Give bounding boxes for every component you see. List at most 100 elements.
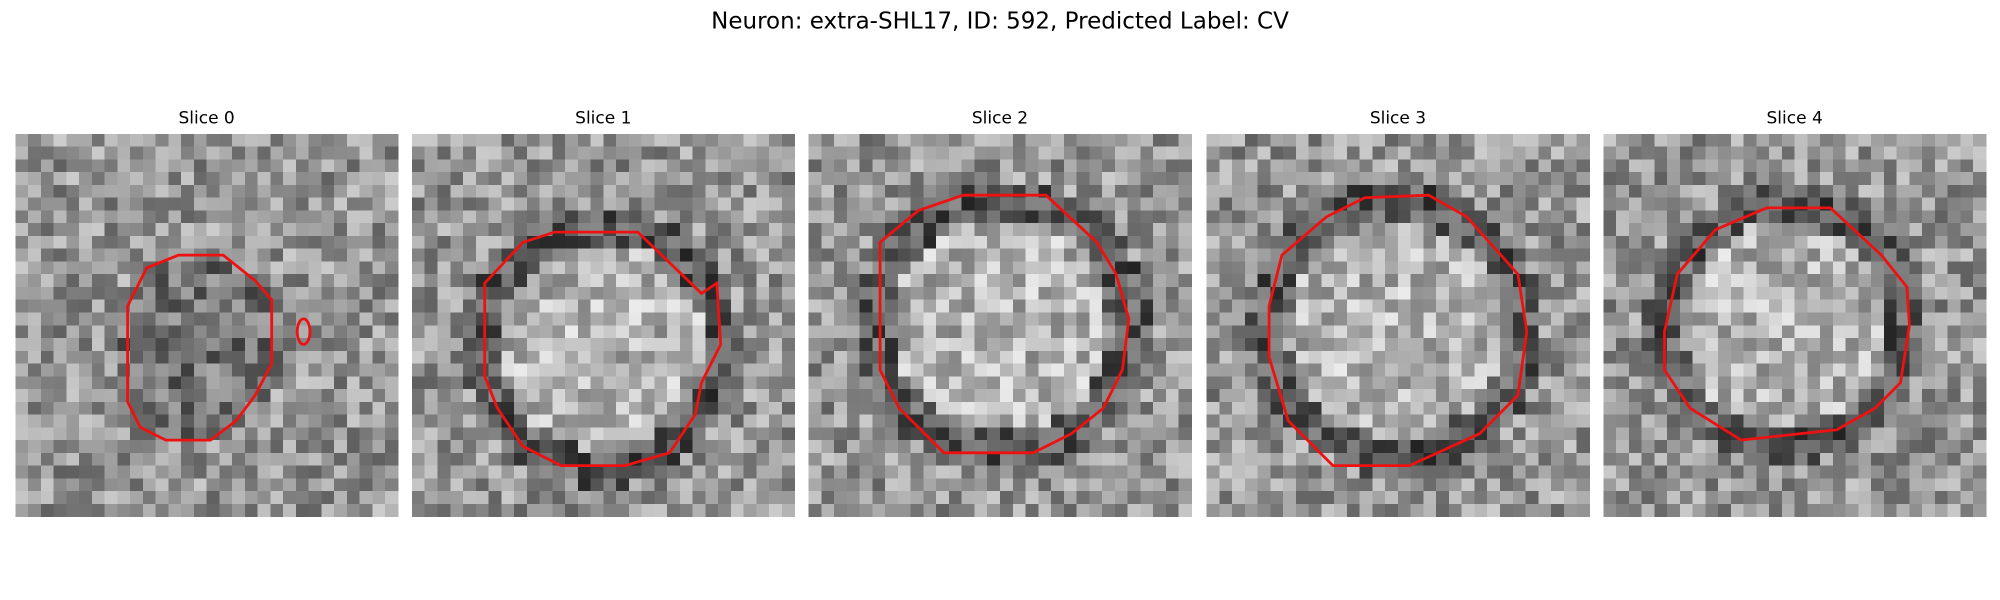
pixel bbox=[1871, 350, 1885, 365]
pixel bbox=[53, 146, 67, 161]
pixel bbox=[897, 223, 912, 237]
pixel bbox=[411, 210, 426, 224]
pixel bbox=[1500, 172, 1514, 186]
pixel bbox=[1730, 503, 1745, 518]
pixel bbox=[897, 159, 912, 173]
pixel bbox=[1308, 159, 1323, 173]
pixel bbox=[1321, 248, 1335, 263]
pixel bbox=[1461, 414, 1476, 428]
pixel bbox=[501, 491, 515, 505]
pixel bbox=[1089, 376, 1103, 390]
pixel bbox=[565, 376, 579, 390]
pixel bbox=[1025, 478, 1039, 492]
pixel bbox=[1654, 401, 1668, 416]
pixel bbox=[206, 491, 220, 505]
pixel bbox=[641, 338, 655, 352]
pixel bbox=[1551, 325, 1565, 339]
pixel bbox=[1346, 133, 1361, 148]
pixel bbox=[104, 197, 118, 212]
pixel bbox=[565, 274, 579, 288]
pixel bbox=[821, 389, 835, 403]
pixel bbox=[1692, 299, 1706, 314]
pixel bbox=[79, 312, 93, 326]
pixel bbox=[539, 299, 553, 314]
pixel bbox=[1038, 248, 1052, 263]
pixel bbox=[1283, 133, 1297, 148]
pixel bbox=[1461, 440, 1476, 454]
pixel bbox=[181, 299, 195, 314]
pixel bbox=[1076, 401, 1090, 416]
pixel bbox=[1947, 452, 1962, 467]
pixel bbox=[40, 159, 55, 173]
pixel bbox=[961, 261, 976, 275]
pixel bbox=[1127, 286, 1141, 301]
pixel bbox=[781, 440, 796, 454]
pixel bbox=[1487, 286, 1501, 301]
pixel bbox=[308, 427, 323, 441]
pixel bbox=[475, 325, 490, 339]
pixel bbox=[346, 184, 361, 199]
pixel bbox=[295, 133, 310, 148]
pixel bbox=[769, 184, 783, 199]
pixel bbox=[1718, 184, 1732, 199]
pixel bbox=[1692, 503, 1706, 518]
pixel bbox=[1244, 274, 1259, 288]
pixel bbox=[1807, 491, 1821, 505]
pixel bbox=[1448, 223, 1463, 237]
pixel bbox=[1871, 503, 1885, 518]
pixel bbox=[1769, 261, 1783, 275]
pixel bbox=[1257, 235, 1272, 250]
pixel bbox=[1781, 414, 1796, 428]
pixel bbox=[846, 389, 861, 403]
pixel bbox=[1372, 274, 1386, 288]
pixel bbox=[66, 210, 80, 224]
pixel bbox=[1525, 184, 1539, 199]
pixel bbox=[1858, 325, 1872, 339]
pixel bbox=[475, 312, 490, 326]
pixel bbox=[539, 197, 553, 212]
pixel bbox=[79, 235, 93, 250]
pixel bbox=[628, 427, 643, 441]
pixel bbox=[1219, 350, 1233, 365]
pixel bbox=[1448, 299, 1463, 314]
pixel bbox=[769, 274, 783, 288]
pixel bbox=[308, 184, 323, 199]
pixel bbox=[577, 274, 592, 288]
pixel bbox=[1140, 210, 1154, 224]
pixel bbox=[437, 146, 451, 161]
pixel bbox=[1756, 261, 1770, 275]
pixel bbox=[1807, 133, 1821, 148]
pixel bbox=[488, 376, 502, 390]
pixel bbox=[1232, 312, 1246, 326]
pixel bbox=[808, 312, 823, 326]
pixel bbox=[1576, 350, 1590, 365]
pixel bbox=[1922, 235, 1936, 250]
pixel bbox=[1474, 414, 1488, 428]
pixel bbox=[1114, 465, 1129, 479]
pixel bbox=[1025, 325, 1039, 339]
pixel bbox=[948, 223, 963, 237]
pixel bbox=[142, 350, 157, 365]
pixel bbox=[270, 223, 284, 237]
pixel bbox=[961, 312, 976, 326]
pixel bbox=[590, 491, 604, 505]
pixel bbox=[1321, 503, 1335, 518]
pixel bbox=[1845, 235, 1860, 250]
pixel bbox=[910, 146, 925, 161]
pixel bbox=[28, 350, 42, 365]
pixel bbox=[1244, 248, 1259, 263]
pixel bbox=[1883, 401, 1898, 416]
pixel bbox=[1947, 197, 1962, 212]
pixel bbox=[1934, 299, 1949, 314]
pixel bbox=[1372, 465, 1386, 479]
pixel bbox=[1628, 235, 1643, 250]
pixel bbox=[1832, 401, 1847, 416]
pixel bbox=[1730, 440, 1745, 454]
pixel bbox=[872, 159, 886, 173]
pixel bbox=[1563, 414, 1578, 428]
pixel bbox=[1448, 452, 1463, 467]
pixel bbox=[321, 427, 335, 441]
pixel bbox=[1257, 299, 1272, 314]
pixel bbox=[1206, 159, 1220, 173]
pixel bbox=[539, 363, 553, 377]
